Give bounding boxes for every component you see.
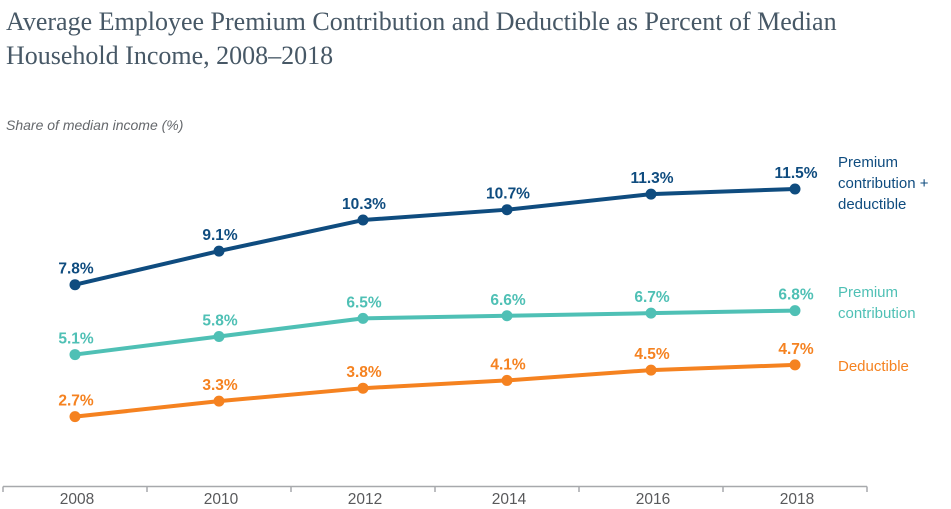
data-label-premium-contribution-deductible: 9.1% bbox=[202, 227, 238, 244]
axis-unit-note: Share of median income (%) bbox=[6, 117, 184, 133]
x-axis-label: 2016 bbox=[636, 491, 670, 508]
data-label-premium-contribution-deductible: 11.5% bbox=[774, 165, 817, 182]
legend-premium-contribution: Premium contribution bbox=[838, 284, 916, 322]
data-point-premium-contribution-deductible bbox=[357, 214, 369, 226]
x-axis-label: 2010 bbox=[204, 491, 239, 508]
series-line-deductible bbox=[73, 362, 797, 419]
x-axis-label: 2018 bbox=[780, 491, 814, 508]
legend-premium-contribution-plus-deductible: Premium contribution + deductible bbox=[838, 154, 929, 213]
x-axis-label: 2014 bbox=[492, 491, 527, 508]
data-point-premium-contribution bbox=[69, 349, 81, 361]
data-label-deductible: 4.7% bbox=[778, 341, 814, 358]
x-axis-label: 2012 bbox=[348, 491, 382, 508]
data-label-premium-contribution: 5.8% bbox=[202, 312, 238, 329]
data-point-premium-contribution bbox=[645, 307, 657, 319]
data-label-deductible: 3.8% bbox=[346, 364, 382, 381]
data-label-deductible: 4.5% bbox=[634, 346, 670, 363]
x-axis-label: 2008 bbox=[60, 491, 94, 508]
data-point-premium-contribution bbox=[789, 305, 801, 317]
data-point-premium-contribution-deductible bbox=[645, 188, 657, 200]
data-point-premium-contribution-deductible bbox=[501, 204, 513, 216]
data-label-premium-contribution: 6.6% bbox=[490, 292, 526, 309]
series-line-premium-contribution bbox=[73, 308, 797, 357]
data-point-deductible bbox=[69, 411, 81, 423]
data-label-deductible: 4.1% bbox=[490, 356, 526, 373]
data-label-premium-contribution: 6.5% bbox=[346, 294, 382, 311]
data-point-premium-contribution-deductible bbox=[213, 245, 225, 257]
data-label-premium-contribution-deductible: 10.3% bbox=[342, 196, 386, 213]
data-label-premium-contribution-deductible: 10.7% bbox=[486, 186, 530, 203]
data-point-premium-contribution bbox=[501, 310, 513, 322]
data-label-premium-contribution-deductible: 11.3% bbox=[630, 170, 673, 187]
data-point-deductible bbox=[357, 382, 369, 394]
data-point-premium-contribution bbox=[213, 330, 225, 342]
legend-deductible: Deductible bbox=[838, 358, 909, 375]
data-label-premium-contribution: 5.1% bbox=[58, 331, 94, 348]
data-label-premium-contribution: 6.8% bbox=[778, 287, 814, 304]
data-point-premium-contribution-deductible bbox=[69, 279, 81, 291]
data-point-premium-contribution-deductible bbox=[789, 183, 801, 195]
data-label-premium-contribution-deductible: 7.8% bbox=[58, 261, 94, 278]
chart-title: Average Employee Premium Contribution an… bbox=[6, 7, 837, 70]
data-point-deductible bbox=[645, 364, 657, 376]
data-label-deductible: 2.7% bbox=[58, 393, 94, 410]
data-label-premium-contribution: 6.7% bbox=[634, 289, 670, 306]
series-line-premium-contribution-deductible bbox=[73, 186, 797, 287]
data-label-deductible: 3.3% bbox=[202, 377, 238, 394]
data-point-deductible bbox=[789, 359, 801, 371]
data-point-deductible bbox=[213, 395, 225, 407]
data-point-deductible bbox=[501, 374, 513, 386]
data-point-premium-contribution bbox=[357, 312, 369, 324]
